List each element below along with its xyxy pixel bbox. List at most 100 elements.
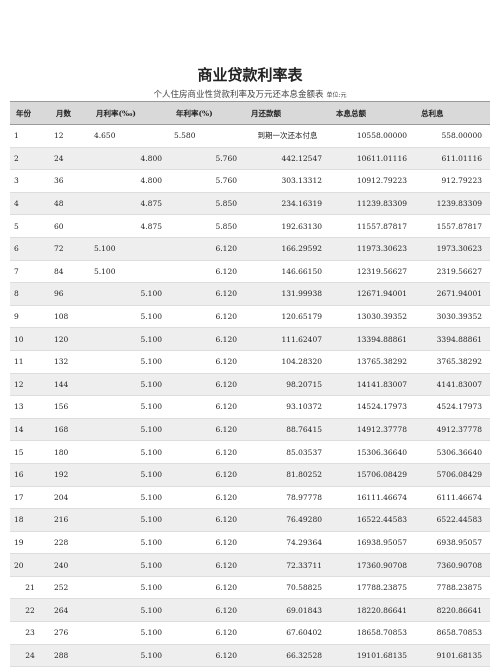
table-cell: 1557.87817 (415, 214, 490, 238)
table-row: 16 192 5.100 6.120 81.80252 15706.08429 5706.0… (10, 463, 490, 487)
table-row: 24 288 5.100 6.120 66.32528 19101.68135 9101.6… (10, 644, 490, 667)
table-cell: 6.120 (170, 553, 245, 577)
table-cell: 156 (50, 395, 90, 419)
table-cell: 240 (50, 553, 90, 577)
table-cell: 6.120 (170, 237, 245, 261)
table-cell: 5306.36640 (415, 440, 490, 464)
table-cell: 14912.37778 (330, 418, 415, 442)
table-cell: 24 (10, 644, 50, 667)
table-cell: 16522.44583 (330, 508, 415, 532)
table-cell: 6.120 (170, 260, 245, 284)
table-cell: 2 (10, 147, 50, 171)
table-cell: 264 (50, 598, 90, 623)
table-cell: 6.120 (170, 282, 245, 306)
table-cell: 5.100 (90, 327, 170, 351)
table-cell: 4.800 (90, 147, 170, 171)
table-cell: 6938.95057 (415, 531, 490, 555)
table-cell: 6.120 (170, 463, 245, 487)
table-cell: 5.100 (90, 621, 170, 645)
table-cell: 11557.87817 (330, 214, 415, 238)
header-cell: 年份 (10, 101, 50, 125)
table-cell: 18 (10, 508, 50, 532)
table-cell: 6.120 (170, 440, 245, 464)
table-cell: 6.120 (170, 531, 245, 555)
table-cell: 5.760 (170, 169, 245, 193)
table-cell: 6111.46674 (415, 486, 490, 510)
table-row: 21 252 5.100 6.120 70.58825 17788.23875 7788.2… (10, 576, 490, 600)
table-row: 11 132 5.100 6.120 104.28320 13765.38292 3765.… (10, 350, 490, 374)
table-cell: 17788.23875 (330, 576, 415, 600)
table-cell: 144 (50, 373, 90, 397)
table-cell: 15306.36640 (330, 440, 415, 464)
table-row: 1 12 4.650 5.580 到期一次还本付息 10558.00000 558.0000… (10, 124, 490, 148)
table-cell: 69.01843 (245, 598, 330, 623)
table-cell: 14141.83007 (330, 373, 415, 397)
table-cell: 1 (10, 124, 50, 148)
table-row: 8 96 5.100 6.120 131.99938 12671.94001 2671.94… (10, 282, 490, 306)
table-cell: 5.100 (90, 508, 170, 532)
table-cell: 13030.39352 (330, 305, 415, 329)
table-cell: 3394.88861 (415, 327, 490, 351)
table-cell: 4141.83007 (415, 373, 490, 397)
table-cell: 108 (50, 305, 90, 329)
table-cell: 6.120 (170, 576, 245, 600)
table-cell: 4 (10, 192, 50, 216)
table-cell: 72.33711 (245, 553, 330, 577)
table-cell: 8 (10, 282, 50, 306)
table-cell: 132 (50, 350, 90, 374)
table-cell: 5.580 (170, 124, 245, 148)
title: 商业贷款利率表 (197, 66, 303, 84)
table-cell: 22 (10, 598, 50, 623)
table-cell: 6.120 (170, 305, 245, 329)
table-cell: 192 (50, 463, 90, 487)
table-cell: 93.10372 (245, 395, 330, 419)
table-cell: 85.03537 (245, 440, 330, 464)
table-row: 15 180 5.100 6.120 85.03537 15306.36640 5306.3… (10, 440, 490, 464)
table-cell: 6.120 (170, 373, 245, 397)
table-cell: 67.60402 (245, 621, 330, 645)
table-cell: 14 (10, 418, 50, 442)
table-cell: 2319.56627 (415, 260, 490, 284)
table-cell: 4.875 (90, 192, 170, 216)
table-cell: 10912.79223 (330, 169, 415, 193)
table-cell: 5 (10, 214, 50, 238)
table-cell: 19101.68135 (330, 644, 415, 667)
table-cell: 168 (50, 418, 90, 442)
table-cell: 5.100 (90, 553, 170, 577)
header-cell: 月利率(‰) (90, 101, 170, 125)
table-cell: 5.850 (170, 214, 245, 238)
table-cell: 5.850 (170, 192, 245, 216)
table-cell: 10 (10, 327, 50, 351)
table-cell: 12319.56627 (330, 260, 415, 284)
table-cell: 88.76415 (245, 418, 330, 442)
table-cell: 5.100 (90, 350, 170, 374)
table-cell: 98.20715 (245, 373, 330, 397)
table-cell: 7360.90708 (415, 553, 490, 577)
table-cell: 76.49280 (245, 508, 330, 532)
table-cell: 2671.94001 (415, 282, 490, 306)
table-row: 13 156 5.100 6.120 93.10372 14524.17973 4524.1… (10, 395, 490, 419)
table-cell: 6.120 (170, 395, 245, 419)
table-cell: 5.100 (90, 237, 170, 261)
table-cell: 5.100 (90, 305, 170, 329)
table-cell: 5.100 (90, 486, 170, 510)
header-cell: 月数 (50, 101, 90, 125)
subtitle: 个人住房商业性贷款利率及万元还本息金额表 单位:元 (0, 88, 500, 100)
table-cell: 10611.01116 (330, 147, 415, 171)
table-cell: 8220.86641 (415, 598, 490, 623)
table-cell: 6.120 (170, 508, 245, 532)
table-cell: 6 (10, 237, 50, 261)
table-cell: 4.875 (90, 214, 170, 238)
table-cell: 78.97778 (245, 486, 330, 510)
table-cell: 36 (50, 169, 90, 193)
table-cell: 146.66150 (245, 260, 330, 284)
table-cell: 111.62407 (245, 327, 330, 351)
table-cell: 14524.17973 (330, 395, 415, 419)
table-cell: 16111.46674 (330, 486, 415, 510)
table-cell: 13394.88861 (330, 327, 415, 351)
header-cell: 总利息 (415, 101, 490, 125)
table-cell: 48 (50, 192, 90, 216)
rate-table: 年份 月数 月利率(‰) 年利率(%) 月还款额 本息总额 总利息 1 12 4.650 5.58… (10, 101, 490, 667)
table-row: 2 24 4.800 5.760 442.12547 10611.01116 611.011… (10, 147, 490, 171)
